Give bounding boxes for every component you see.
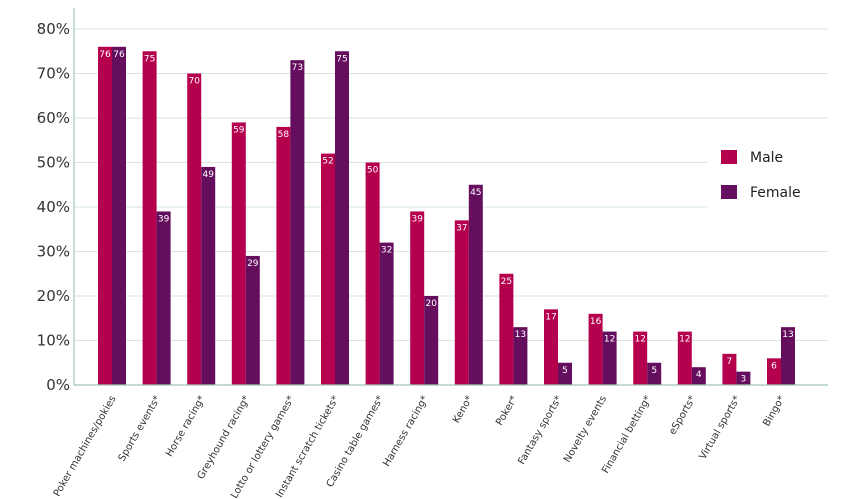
bar-female	[379, 242, 394, 385]
x-tick-label: Poker machines/pokies	[52, 394, 119, 499]
bar-female	[602, 331, 617, 385]
y-tick-label: 70%	[37, 65, 70, 83]
bar-male	[98, 46, 112, 386]
y-tick-label: 20%	[37, 287, 70, 305]
bar-female	[245, 255, 260, 385]
data-label: 73	[292, 63, 303, 73]
bar-female	[156, 211, 171, 385]
bar-male	[142, 51, 157, 385]
bar-female	[335, 51, 349, 385]
bar-male	[276, 126, 291, 386]
bar-female	[736, 371, 751, 385]
data-label: 7	[727, 357, 733, 367]
bar-male	[231, 122, 246, 385]
bar-male	[321, 153, 335, 385]
x-tick-label: Poker*	[494, 394, 520, 428]
data-label: 12	[634, 335, 645, 345]
data-label: 16	[590, 317, 602, 327]
data-label: 70	[188, 77, 200, 87]
y-tick-label: 30%	[37, 243, 70, 261]
legend-swatch-male	[721, 150, 737, 164]
x-tick-label: Virtual sports*	[698, 394, 743, 462]
y-tick-label: 50%	[37, 154, 70, 172]
bar-female	[290, 60, 305, 386]
data-label: 50	[367, 166, 379, 176]
x-tick-label: Keno*	[451, 394, 475, 425]
bar-male	[633, 331, 648, 385]
y-axis: 0% 10% 20% 30% 40% 50% 60% 70% 80%	[37, 20, 70, 394]
bar-male	[722, 353, 737, 385]
data-label: 49	[202, 170, 214, 180]
data-label: 75	[144, 54, 155, 64]
y-tick-label: 10%	[37, 332, 70, 350]
data-label: 45	[470, 188, 481, 198]
bars	[98, 46, 795, 386]
data-label: 39	[158, 214, 170, 224]
bar-female	[201, 166, 216, 385]
bar-male	[544, 309, 558, 385]
bar-male	[767, 358, 781, 385]
data-label: 58	[278, 130, 290, 140]
data-label: 12	[679, 335, 690, 345]
bar-male	[410, 211, 425, 385]
y-tick-label: 60%	[37, 109, 70, 127]
data-label: 75	[336, 54, 347, 64]
x-tick-label: eSports*	[667, 394, 698, 437]
data-label: 12	[604, 335, 615, 345]
bar-male	[588, 313, 603, 385]
data-label: 25	[501, 277, 512, 287]
data-label: 17	[545, 312, 556, 322]
data-label: 13	[782, 330, 793, 340]
bar-female	[558, 362, 572, 385]
data-label: 32	[381, 246, 392, 256]
bar-female	[468, 184, 483, 385]
bar-male	[187, 73, 202, 385]
y-tick-label: 40%	[37, 198, 70, 216]
bar-female	[647, 362, 662, 385]
data-label: 4	[696, 370, 702, 380]
data-label: 6	[771, 361, 777, 371]
x-tick-label: Novelty events	[562, 394, 609, 465]
data-label: 76	[99, 50, 111, 60]
bar-female	[691, 367, 706, 385]
y-tick-label: 0%	[46, 376, 70, 394]
data-label: 76	[113, 50, 125, 60]
bar-male	[677, 331, 692, 385]
data-label: 29	[247, 259, 259, 269]
y-tick-label: 80%	[37, 20, 70, 38]
data-label: 13	[515, 330, 526, 340]
bar-female	[424, 296, 439, 385]
data-label: 59	[233, 125, 245, 135]
legend-label-female: Female	[750, 185, 801, 201]
data-label: 5	[562, 366, 568, 376]
legend-label-male: Male	[750, 150, 783, 166]
bar-female	[781, 327, 795, 385]
x-tick-label: Horse racing*	[164, 394, 208, 459]
legend: Male Female	[707, 138, 832, 208]
x-tick-label: Financial betting*	[600, 394, 653, 476]
x-tick-label: Fantasy sports*	[516, 394, 564, 467]
x-tick-label: Sports events*	[117, 394, 163, 464]
data-label: 52	[322, 157, 333, 167]
data-labels: 76 76 753970495929587352755032392037452513…	[99, 50, 793, 385]
x-tick-label: Bingo*	[761, 394, 787, 428]
bar-female	[513, 327, 528, 385]
data-label: 5	[651, 366, 657, 376]
bar-female	[112, 46, 126, 386]
data-label: 20	[425, 299, 437, 309]
data-label: 39	[411, 214, 423, 224]
legend-swatch-female	[721, 185, 737, 199]
data-label: 3	[741, 375, 747, 385]
bar-male	[365, 162, 380, 385]
bar-male	[499, 273, 514, 385]
data-label: 37	[456, 223, 467, 233]
x-tick-label: Harness racing*	[381, 394, 430, 469]
bar-male	[454, 220, 469, 385]
